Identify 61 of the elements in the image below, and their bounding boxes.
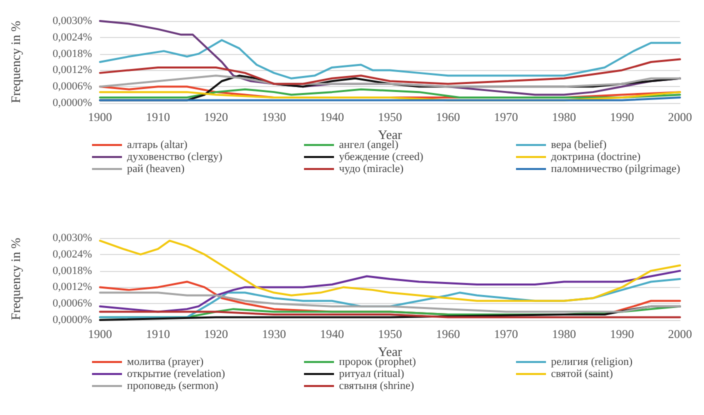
- x-tick-label: 2000: [668, 110, 692, 124]
- line-series: [99, 240, 681, 302]
- x-tick-label: 1910: [146, 327, 170, 341]
- x-tick-label: 1910: [146, 110, 170, 124]
- line-series: [99, 88, 681, 99]
- x-tick-label: 1960: [436, 110, 460, 124]
- x-tick-label: 1980: [552, 327, 576, 341]
- x-tick-label: 1940: [320, 110, 344, 124]
- legend-label: духовенство (clergy): [127, 151, 223, 163]
- line-series: [99, 270, 681, 313]
- y-tick-label: 0,0000%: [52, 314, 92, 326]
- line-series: [99, 39, 681, 80]
- y-tick-label: 0,0018%: [52, 48, 92, 60]
- x-tick-label: 1990: [610, 110, 634, 124]
- x-tick-label: 1930: [262, 327, 286, 341]
- legend-label: проповедь (sermon): [127, 380, 219, 392]
- legend-label: чудо (miracle): [339, 163, 404, 175]
- legend-label: святыня (shrine): [339, 380, 414, 392]
- y-tick-label: 0,0024%: [52, 248, 92, 260]
- line-series: [99, 58, 681, 85]
- x-tick-label: 1920: [204, 327, 228, 341]
- y-axis-title: Frequency in %: [8, 20, 23, 104]
- legend-label: рай (heaven): [127, 163, 185, 175]
- x-tick-label: 1900: [88, 327, 112, 341]
- x-tick-label: 1940: [320, 327, 344, 341]
- x-tick-label: 1930: [262, 110, 286, 124]
- x-axis-title: Year: [378, 344, 403, 359]
- legend-label: открытие (revelation): [127, 368, 226, 380]
- legend-label: убеждение (creed): [339, 151, 424, 163]
- x-tick-label: 1970: [494, 327, 518, 341]
- x-tick-label: 1960: [436, 327, 460, 341]
- y-tick-label: 0,0006%: [52, 298, 92, 310]
- y-tick-label: 0,0012%: [52, 281, 92, 294]
- legend-label: ритуал (ritual): [339, 368, 404, 380]
- legend-label: ангел (angel): [339, 139, 399, 151]
- x-tick-label: 1920: [204, 110, 228, 124]
- y-tick-label: 0,0030%: [52, 232, 92, 244]
- legend-label: паломничество (pilgrimage): [551, 163, 680, 175]
- x-tick-label: 1900: [88, 110, 112, 124]
- x-tick-label: 2000: [668, 327, 692, 341]
- y-tick-label: 0,0030%: [52, 15, 92, 27]
- y-tick-label: 0,0012%: [52, 64, 92, 76]
- legend-label: доктрина (doctrine): [551, 151, 641, 163]
- line-series: [99, 292, 681, 313]
- y-tick-label: 0,0024%: [52, 31, 92, 44]
- x-tick-label: 1950: [378, 110, 402, 124]
- y-axis-title: Frequency in %: [8, 238, 23, 320]
- legend-label: пророк (prophet): [339, 356, 416, 368]
- y-tick-label: 0,0000%: [52, 97, 92, 109]
- x-tick-label: 1990: [610, 327, 634, 341]
- legend-label: молитва (prayer): [127, 356, 204, 368]
- legend-label: вера (belief): [551, 139, 607, 151]
- line-series: [99, 74, 681, 88]
- y-tick-label: 0,0006%: [52, 80, 92, 93]
- legend-label: алтарь (altar): [127, 139, 188, 151]
- legend-label: религия (religion): [551, 356, 633, 368]
- y-tick-label: 0,0018%: [52, 264, 92, 277]
- x-tick-label: 1950: [378, 327, 402, 341]
- x-tick-label: 1970: [494, 110, 518, 124]
- legend-label: святой (saint): [551, 368, 614, 380]
- x-tick-label: 1980: [552, 110, 576, 124]
